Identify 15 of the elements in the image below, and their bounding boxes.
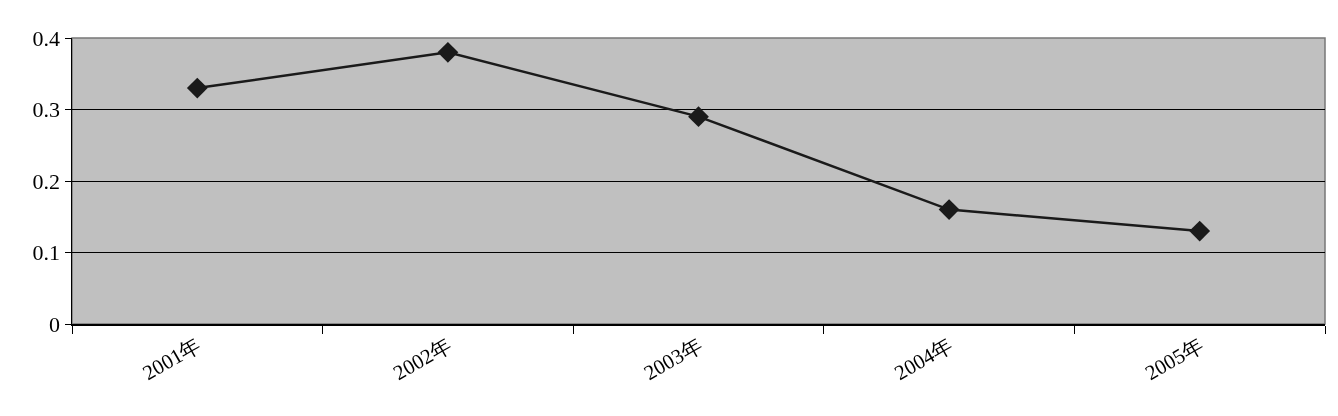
x-tick-label: 2001年 [138,332,206,386]
y-tick-label: 0.2 [32,168,61,194]
y-tick-label: 0.3 [32,97,61,123]
point [186,77,208,99]
point [938,199,960,220]
x-tick-label: 2005年 [1140,332,1208,386]
x-tick-label: 2003年 [639,332,707,386]
x-tick-label: 2002年 [389,332,456,386]
x-tick-label: 2004年 [890,332,957,386]
y-tick-label: 0.4 [32,25,61,51]
point [688,106,709,128]
point [437,41,459,63]
point [1189,220,1211,242]
y-tick-label: 0 [49,311,61,337]
y-tick-label: 0.1 [32,240,61,266]
